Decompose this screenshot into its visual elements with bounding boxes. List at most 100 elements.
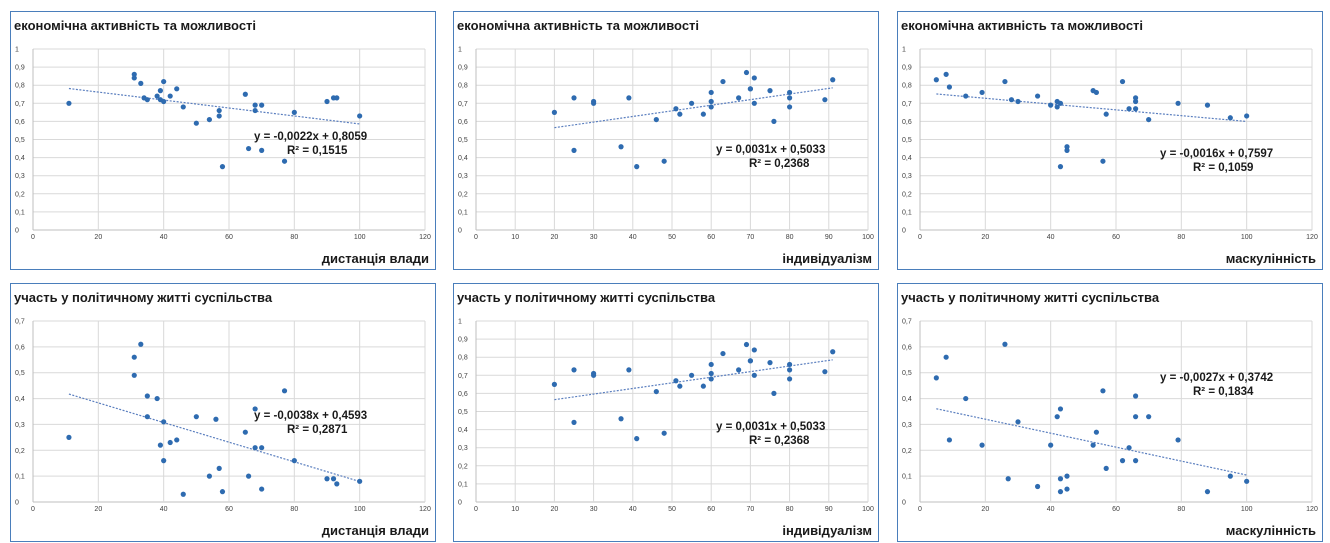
data-point (591, 372, 597, 378)
x-tick-label: 0 (918, 234, 922, 241)
data-point (1093, 429, 1099, 435)
data-point (708, 361, 714, 368)
data-point (252, 107, 258, 114)
data-point (259, 445, 265, 451)
y-tick-label: 0,5 (902, 370, 912, 377)
data-point (626, 367, 632, 373)
y-tick-label: 0,2 (15, 191, 25, 198)
y-tick-label: 0,4 (902, 396, 912, 403)
trendline (554, 359, 833, 401)
data-point (174, 437, 180, 443)
y-tick-label: 0,1 (902, 209, 912, 216)
trendline (936, 93, 1247, 123)
data-point (787, 361, 793, 368)
data-point (252, 445, 258, 451)
data-point (571, 147, 577, 153)
x-tick-label: 0 (474, 234, 478, 241)
x-tick-label: 40 (1047, 506, 1055, 513)
data-point (751, 347, 757, 353)
data-point (830, 349, 836, 355)
data-point (1133, 106, 1139, 112)
data-point (751, 372, 757, 378)
data-point (1133, 414, 1139, 420)
y-tick-label: 1 (458, 47, 462, 54)
data-point (1008, 97, 1015, 103)
data-point (180, 104, 186, 110)
data-point (933, 375, 939, 381)
y-tick-label: 0,4 (458, 427, 468, 434)
chart-panel-5: 0 0,1 0,2 0,3 0,4 0,5 0,6 0,7 0,8 0,9 1 0 10 20 30 40 50… (453, 283, 879, 542)
data-point (751, 75, 757, 81)
data-point (787, 376, 793, 382)
data-point (1015, 419, 1021, 425)
x-tick-label: 10 (511, 234, 519, 241)
data-point (1002, 341, 1008, 347)
data-point (157, 442, 163, 448)
data-point (1175, 100, 1181, 106)
data-point (334, 481, 340, 487)
data-point (174, 86, 180, 92)
data-point (1057, 406, 1064, 412)
y-tick-label: 0,9 (458, 65, 468, 72)
y-tick-label: 0,2 (902, 191, 912, 198)
data-point (1035, 93, 1041, 99)
x-tick-label: 0 (31, 234, 35, 241)
x-axis-label: маскулінність (1226, 251, 1316, 266)
data-point (830, 77, 836, 83)
chart-svg-3: 0 0,1 0,2 0,3 0,4 0,5 0,6 0,7 0,8 0,9 1 0 20 40 60 80 10… (901, 18, 1318, 266)
data-point (1146, 116, 1152, 123)
x-tick-label: 70 (747, 234, 755, 241)
y-tick-label: 0,1 (15, 474, 25, 481)
data-point (571, 95, 577, 101)
data-point (689, 100, 695, 106)
data-point (1103, 111, 1109, 117)
y-tick-label: 0,7 (902, 319, 912, 326)
y-tick-label: 0,7 (458, 373, 468, 380)
data-point (1005, 476, 1011, 482)
x-tick-label: 90 (825, 234, 833, 241)
trendline-equation: y = -0,0016x + 0,7597 (1160, 148, 1273, 160)
data-point (743, 341, 750, 348)
y-tick-label: 0,8 (902, 83, 912, 90)
y-tick-label: 0,6 (15, 344, 25, 351)
data-point (946, 84, 952, 90)
x-axis-label: дистанція влади (322, 251, 429, 266)
data-point (618, 144, 624, 150)
y-tick-label: 0,5 (15, 370, 25, 377)
y-tick-label: 0,2 (458, 191, 468, 198)
x-tick-label: 60 (225, 234, 233, 241)
chart-svg-4: 0 0,1 0,2 0,3 0,4 0,5 0,6 0,7 0 20 40 60 80 100 120 уча… (14, 290, 431, 538)
data-point (291, 458, 297, 464)
data-point (219, 489, 226, 495)
trendline-equation: y = -0,0027x + 0,3742 (1160, 372, 1273, 384)
y-tick-label: 0,2 (458, 463, 468, 470)
data-point (357, 478, 363, 484)
trendline-equation: y = 0,0031x + 0,5033 (716, 421, 825, 433)
x-tick-label: 80 (1177, 506, 1185, 513)
data-point (219, 164, 226, 170)
data-point (246, 145, 252, 152)
y-tick-label: 0,4 (15, 396, 25, 403)
y-tick-label: 0,6 (902, 344, 912, 351)
data-point (193, 120, 199, 126)
data-point (259, 486, 265, 492)
data-point (720, 78, 726, 85)
x-tick-label: 100 (862, 506, 874, 513)
data-point (154, 93, 160, 99)
chart-panel-3: 0 0,1 0,2 0,3 0,4 0,5 0,6 0,7 0,8 0,9 1 0 20 40 60 80 10… (897, 11, 1323, 270)
data-point (1064, 473, 1070, 479)
data-point (252, 102, 258, 108)
x-tick-label: 80 (290, 506, 298, 513)
y-tick-label: 0,4 (15, 155, 25, 162)
y-tick-label: 0 (15, 228, 19, 235)
chart-title: участь у політичному житті суспільства (14, 290, 273, 305)
data-point (213, 416, 219, 422)
data-point (708, 89, 714, 96)
x-tick-label: 40 (629, 234, 637, 241)
x-tick-label: 20 (94, 506, 102, 513)
y-tick-label: 0,3 (902, 173, 912, 180)
x-tick-label: 80 (786, 234, 794, 241)
x-tick-label: 40 (160, 234, 168, 241)
data-point (747, 86, 753, 92)
data-point (334, 95, 340, 101)
